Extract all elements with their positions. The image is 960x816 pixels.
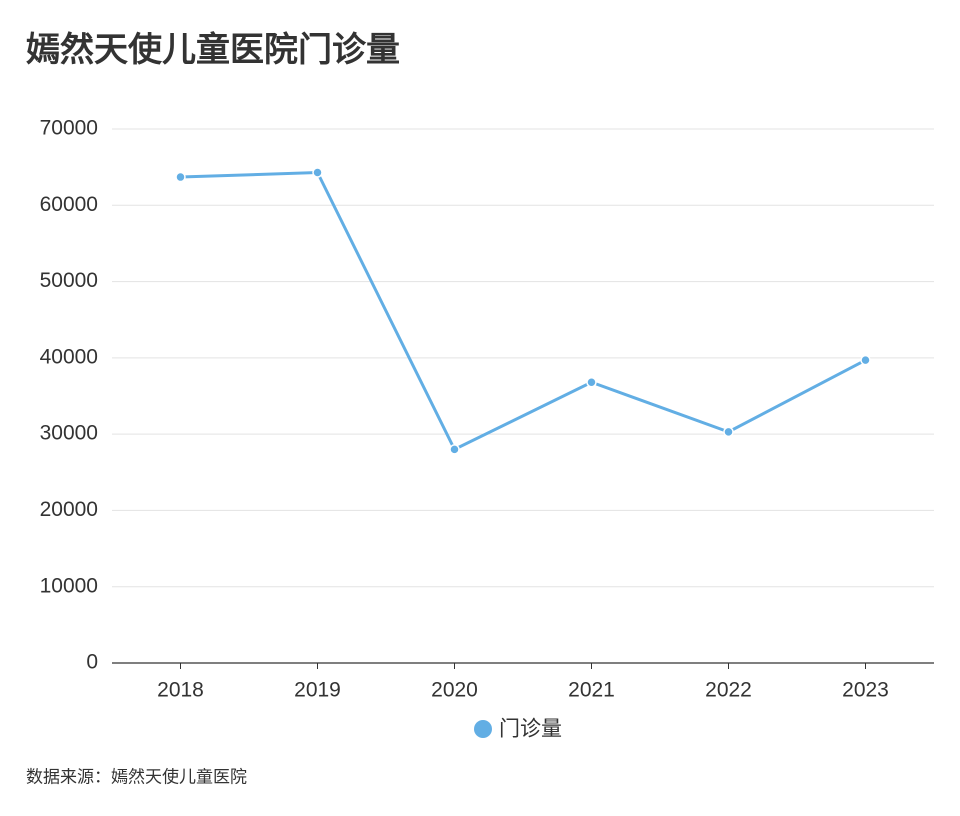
chart-title: 嫣然天使儿童医院门诊量 [26, 30, 400, 69]
data-point [175, 171, 186, 183]
x-tick-label: 2019 [294, 679, 341, 702]
y-tick-label: 30000 [40, 422, 98, 445]
data-point [586, 377, 597, 388]
x-tick-label: 2021 [568, 679, 615, 702]
y-tick-label: 40000 [40, 345, 98, 368]
y-tick-label: 0 [86, 651, 98, 674]
line-series [180, 170, 867, 452]
y-tick-label: 10000 [40, 574, 98, 597]
data-point [860, 354, 871, 366]
data-point [312, 167, 323, 178]
source-note: 数据来源：嫣然天使儿童医院 [26, 766, 247, 786]
x-tick-label: 2022 [705, 679, 752, 702]
legend-label: 门诊量 [499, 718, 562, 741]
y-tick-label: 60000 [40, 193, 98, 216]
y-tick-label: 70000 [40, 117, 98, 140]
legend-marker [474, 720, 492, 738]
y-tick-label: 20000 [40, 498, 98, 521]
data-point [449, 444, 460, 455]
x-tick-label: 2020 [431, 679, 478, 702]
data-point [723, 426, 734, 438]
x-tick-label: 2023 [842, 679, 889, 702]
y-tick-label: 50000 [40, 269, 98, 292]
x-tick-label: 2018 [157, 679, 204, 702]
